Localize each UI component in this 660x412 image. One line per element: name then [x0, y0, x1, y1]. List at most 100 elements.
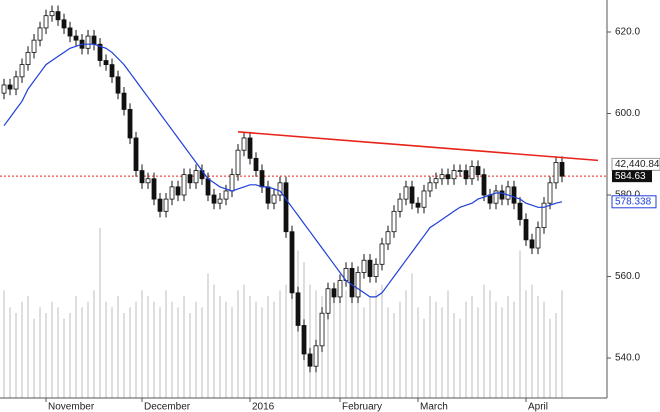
- candle-body: [499, 190, 505, 200]
- y-tick-label: 620.0: [615, 27, 640, 38]
- candle-body: [517, 202, 523, 220]
- candle-body: [373, 263, 379, 277]
- candle-body: [163, 198, 169, 212]
- candle-body: [193, 170, 199, 184]
- candle-body: [493, 190, 499, 204]
- candle-body: [97, 43, 103, 61]
- candle-body: [85, 35, 91, 49]
- y-tick-label: 600.0: [615, 108, 640, 119]
- candle-body: [361, 259, 367, 273]
- candle-body: [277, 182, 283, 196]
- candle-body: [445, 174, 451, 180]
- candle-body: [157, 198, 163, 212]
- candle-body: [295, 292, 301, 326]
- candle-body: [337, 280, 343, 298]
- candle-body: [127, 109, 133, 139]
- x-tick-label: April: [528, 402, 548, 412]
- ma-label: 578.338: [615, 196, 652, 207]
- last-price-box: [612, 170, 652, 183]
- candle-body: [511, 186, 517, 204]
- candle-body: [235, 149, 241, 176]
- candle-body: [535, 227, 541, 249]
- candle-body: [133, 137, 139, 171]
- candle-body: [409, 186, 415, 204]
- y-tick-label: 580.0: [615, 190, 640, 201]
- candle-body: [31, 39, 37, 53]
- candle-body: [529, 239, 535, 249]
- candle-body: [55, 11, 61, 21]
- x-tick-label: February: [342, 402, 382, 412]
- candle-body: [403, 186, 409, 200]
- candle-body: [313, 345, 319, 367]
- candle-body: [355, 272, 361, 298]
- candle-body: [319, 312, 325, 347]
- candle-body: [325, 288, 331, 314]
- candle-body: [433, 178, 439, 184]
- candle-body: [121, 92, 127, 110]
- x-tick-label: 2016: [252, 402, 275, 412]
- candle-body: [271, 194, 277, 204]
- candle-body: [253, 157, 259, 171]
- candle-body: [553, 162, 559, 184]
- trend-label: 42,440.84: [615, 159, 660, 170]
- candle-body: [349, 267, 355, 298]
- candle-body: [139, 170, 145, 184]
- y-tick-label: 540.0: [615, 353, 640, 364]
- candle-body: [103, 60, 109, 66]
- candle-body: [145, 178, 151, 184]
- y-tick-label: 560.0: [615, 271, 640, 282]
- x-tick-label: December: [144, 402, 191, 412]
- candle-body: [265, 186, 271, 204]
- candle-body: [61, 19, 67, 29]
- candle-body: [307, 353, 313, 367]
- candle-body: [379, 243, 385, 265]
- candle-body: [7, 84, 13, 90]
- candle-body: [505, 186, 511, 200]
- candle-body: [223, 190, 229, 200]
- candle-body: [13, 76, 19, 90]
- candle-body: [205, 178, 211, 196]
- candle-body: [181, 174, 187, 196]
- candle-body: [19, 64, 25, 78]
- candle-body: [211, 194, 217, 204]
- candle-body: [331, 288, 337, 298]
- candle-body: [547, 182, 553, 204]
- x-tick-label: November: [48, 402, 95, 412]
- candle-body: [421, 190, 427, 208]
- candle-body: [43, 15, 49, 29]
- candle-body: [49, 11, 55, 17]
- candle-body: [187, 174, 193, 184]
- candle-body: [109, 64, 115, 78]
- last-price-label: 584.63: [615, 171, 646, 182]
- candle-body: [151, 178, 157, 200]
- candle-body: [463, 170, 469, 180]
- candle-body: [1, 84, 7, 94]
- candle-body: [301, 325, 307, 355]
- candle-body: [385, 231, 391, 245]
- candle-body: [481, 174, 487, 196]
- candle-body: [283, 182, 289, 233]
- candle-body: [415, 202, 421, 208]
- candle-body: [241, 137, 247, 151]
- candle-body: [391, 210, 397, 233]
- candle-body: [559, 162, 565, 177]
- candle-body: [169, 186, 175, 200]
- candle-body: [427, 182, 433, 192]
- candle-body: [397, 198, 403, 212]
- candle-body: [229, 174, 235, 192]
- candle-body: [175, 186, 181, 196]
- x-tick-label: March: [420, 402, 448, 412]
- candle-body: [367, 259, 373, 277]
- candle-body: [541, 202, 547, 229]
- candle-body: [25, 51, 31, 66]
- candle-body: [67, 27, 73, 37]
- trendline: [237, 131, 599, 162]
- candle-body: [115, 76, 121, 94]
- candle-body: [247, 137, 253, 159]
- candle-body: [37, 27, 43, 41]
- candle-body: [523, 219, 529, 241]
- candle-body: [289, 231, 295, 294]
